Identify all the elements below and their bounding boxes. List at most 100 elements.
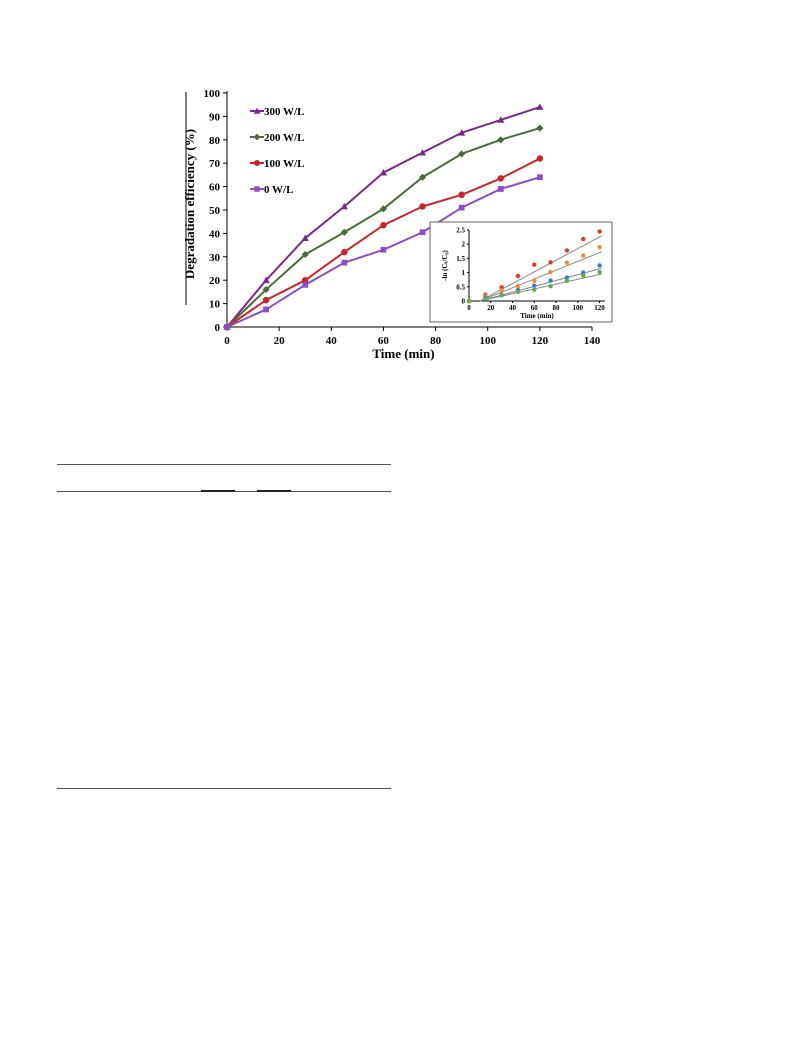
inset-y-tick-label: 0 [462,298,466,306]
inset-data-point [466,298,472,304]
table-top-rule [57,464,391,465]
data-point [341,259,348,266]
legend-marker [254,186,260,192]
inset-data-point [581,273,586,278]
inset-data-point [581,270,586,275]
main-plot-area [223,103,544,331]
y-tick-label: 90 [209,111,221,123]
inset-data-point [548,278,553,283]
legend-marker [253,159,261,167]
data-point [262,276,270,284]
inset-data-point [499,293,504,298]
inset-data-point [564,278,570,284]
y-tick-label: 50 [209,205,221,217]
inset-y-axis-title: -ln (Cₜ/C₀) [441,249,449,280]
y-tick-label: 100 [204,88,221,100]
inset-data-point [515,289,521,295]
inset-x-tick-label: 120 [594,304,605,312]
x-tick-label: 20 [274,335,286,347]
y-tick-label: 40 [209,228,221,240]
x-tick-label: 80 [430,335,442,347]
data-point [419,203,426,210]
inset-data-point [564,275,570,280]
data-point [340,228,348,236]
inset-y-tick-label: 1 [462,269,466,277]
inset-data-point [564,260,570,265]
inset-x-tick-label: 0 [467,304,471,312]
x-tick-label: 140 [584,335,601,347]
y-tick-label: 80 [209,135,221,147]
inset-data-point [532,287,537,292]
data-point [262,296,270,304]
inset-data-point [597,269,602,275]
legend-label: 200 W/L [264,132,304,144]
legend: 300 W/L 200 W/L 100 W/L 0 W/L [250,106,304,196]
table-header-mark [201,490,235,492]
data-point [418,173,427,181]
data-point [301,276,309,284]
inset-x-tick-label: 40 [509,304,517,312]
x-tick-label: 40 [326,335,338,347]
data-point [536,124,544,132]
data-point [301,234,309,241]
inset-data-point [532,283,537,288]
data-point [536,174,543,181]
data-point [224,324,230,330]
data-point [262,285,270,294]
data-point [302,282,309,288]
data-point [497,136,505,144]
inset-y-tick-label: 0.5 [456,283,465,291]
legend-marker [253,133,261,141]
inset-data-point [515,273,521,279]
data-point [379,168,388,176]
figure: 0 10 20 30 40 50 60 70 80 90 100 0 20 40 60 80 100 120 140… [0,0,793,400]
data-point [418,149,427,156]
inset-chart: 0 0.5 1 1.5 2 2.5 0 20 40 60 80 100 120 Time (min) -ln… [429,221,613,323]
legend-label: 300 W/L [264,106,304,118]
inset-data-point [483,296,488,301]
inset-y-tick-label: 2.5 [456,227,465,235]
data-point [536,155,544,162]
legend-marker [253,107,261,114]
inset-data-point [564,248,570,253]
data-point [458,204,465,211]
data-point [379,205,388,213]
inset-data-point [548,269,553,275]
y-tick-label: 0 [215,322,221,334]
data-point [340,202,348,210]
data-point [497,186,504,192]
inset-data-point [548,284,553,289]
data-point [458,191,465,199]
y-tick-label: 30 [209,252,221,264]
x-tick-label: 0 [224,335,230,347]
x-tick-label: 60 [378,335,390,347]
y-tick-label: 20 [209,275,221,287]
inset-data-point [581,253,586,258]
inset-data-point [499,288,504,293]
inset-data-point [532,262,537,267]
data-point [458,150,466,158]
inset-y-tick-label: 2 [462,241,466,249]
inset-y-tick-label: 1.5 [456,255,465,263]
inset-data-point [515,284,521,289]
inset-data-point [532,278,537,284]
inset-data-point [499,285,504,290]
data-point [380,221,387,229]
inset-data-point [597,229,602,234]
data-point [497,175,504,182]
x-tick-label: 120 [532,335,549,347]
inset-data-point [597,244,602,250]
legend-label: 0 W/L [264,184,293,196]
table-header-mark [257,490,291,492]
y-tick-label: 10 [209,299,221,311]
inset-x-tick-label: 20 [487,304,495,312]
x-axis-title: Time (min) [372,346,434,361]
data-point [497,116,505,123]
data-point [301,250,309,259]
legend-label: 100 W/L [264,158,304,170]
x-tick-label: 100 [479,335,496,347]
inset-data-point [548,260,553,265]
y-tick-label: 60 [209,182,221,194]
